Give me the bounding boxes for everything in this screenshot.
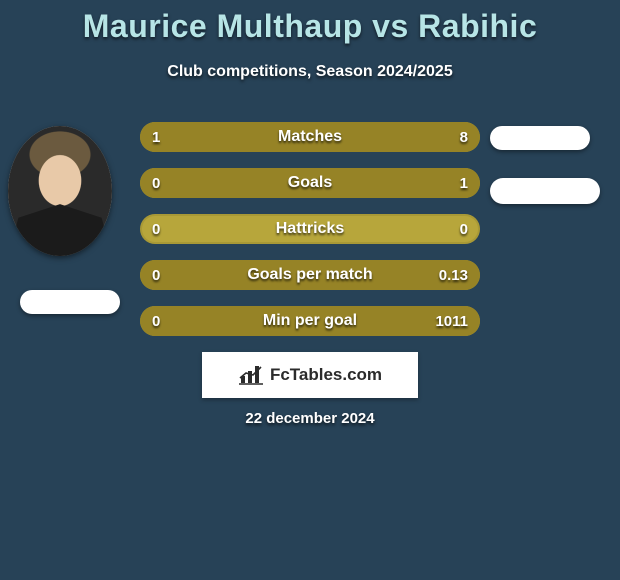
stat-label: Hattricks: [140, 214, 480, 244]
player-left-avatar: [8, 126, 112, 256]
stat-label: Matches: [140, 122, 480, 152]
player-right-team-badge-2: [490, 178, 600, 204]
page-subtitle: Club competitions, Season 2024/2025: [0, 63, 620, 81]
stat-label: Min per goal: [140, 306, 480, 336]
comparison-card: Maurice Multhaup vs Rabihic Club competi…: [0, 0, 620, 580]
stat-row: 18Matches: [140, 122, 480, 152]
brand-text: FcTables.com: [270, 365, 382, 385]
stat-label: Goals: [140, 168, 480, 198]
date-label: 22 december 2024: [0, 410, 620, 427]
stat-row: 00.13Goals per match: [140, 260, 480, 290]
brand-badge: FcTables.com: [202, 352, 418, 398]
page-title: Maurice Multhaup vs Rabihic: [0, 0, 620, 45]
player-right-team-badge-1: [490, 126, 590, 150]
bar-chart-icon: [238, 365, 264, 385]
stat-rows: 18Matches 01Goals 00Hattricks 00.13Goals pe…: [140, 122, 480, 352]
stat-label: Goals per match: [140, 260, 480, 290]
avatar-placeholder-icon: [8, 126, 112, 256]
stat-row: 01011Min per goal: [140, 306, 480, 336]
stat-row: 00Hattricks: [140, 214, 480, 244]
player-left-team-badge: [20, 290, 120, 314]
stat-row: 01Goals: [140, 168, 480, 198]
